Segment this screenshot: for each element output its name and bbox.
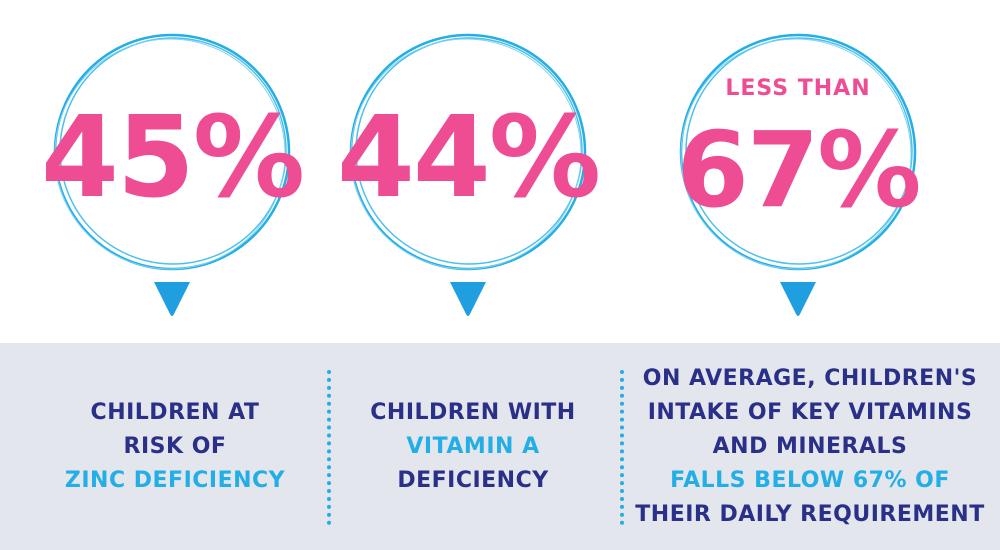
caption-2-line-1: CHILDREN WITH xyxy=(370,399,576,425)
bubble-outline-3 xyxy=(679,33,917,316)
stat-value-1: 45% xyxy=(40,93,305,223)
caption-3-line-5: THEIR DAILY REQUIREMENT xyxy=(635,501,985,527)
caption-panel xyxy=(0,343,1000,550)
stat-prefix-3: LESS THAN xyxy=(725,76,871,101)
bubble-outline-1 xyxy=(53,33,291,316)
caption-1-line-2: RISK OF xyxy=(123,433,227,459)
caption-3-line-1: ON AVERAGE, CHILDREN'S xyxy=(642,365,978,391)
caption-1: CHILDREN AT RISK OF ZINC DEFICIENCY xyxy=(40,343,310,550)
divider-1 xyxy=(327,370,331,525)
caption-3: ON AVERAGE, CHILDREN'S INTAKE OF KEY VIT… xyxy=(635,343,985,550)
stat-value-2: 44% xyxy=(336,93,601,223)
stat-bubble-3: LESS THAN 67% xyxy=(663,20,933,320)
caption-2: CHILDREN WITH VITAMIN A DEFICIENCY xyxy=(338,343,608,550)
caption-3-line-2: INTAKE OF KEY VITAMINS xyxy=(647,399,973,425)
bubble-outline-2 xyxy=(349,33,587,316)
caption-1-line-3: ZINC DEFICIENCY xyxy=(64,467,286,493)
stat-value-3: 67% xyxy=(676,109,922,231)
pin-pointer-2 xyxy=(450,282,486,316)
caption-2-line-3: DEFICIENCY xyxy=(397,467,549,493)
stat-bubble-1: 45% xyxy=(37,20,307,320)
stat-bubble-2: 44% xyxy=(333,20,603,320)
caption-1-line-1: CHILDREN AT xyxy=(90,399,260,425)
pin-pointer-3 xyxy=(780,282,816,316)
divider-2 xyxy=(620,370,624,525)
caption-3-line-4: FALLS BELOW 67% OF xyxy=(670,467,950,493)
caption-2-line-2: VITAMIN A xyxy=(406,433,540,459)
caption-3-line-3: AND MINERALS xyxy=(712,433,908,459)
pin-pointer-1 xyxy=(154,282,190,316)
